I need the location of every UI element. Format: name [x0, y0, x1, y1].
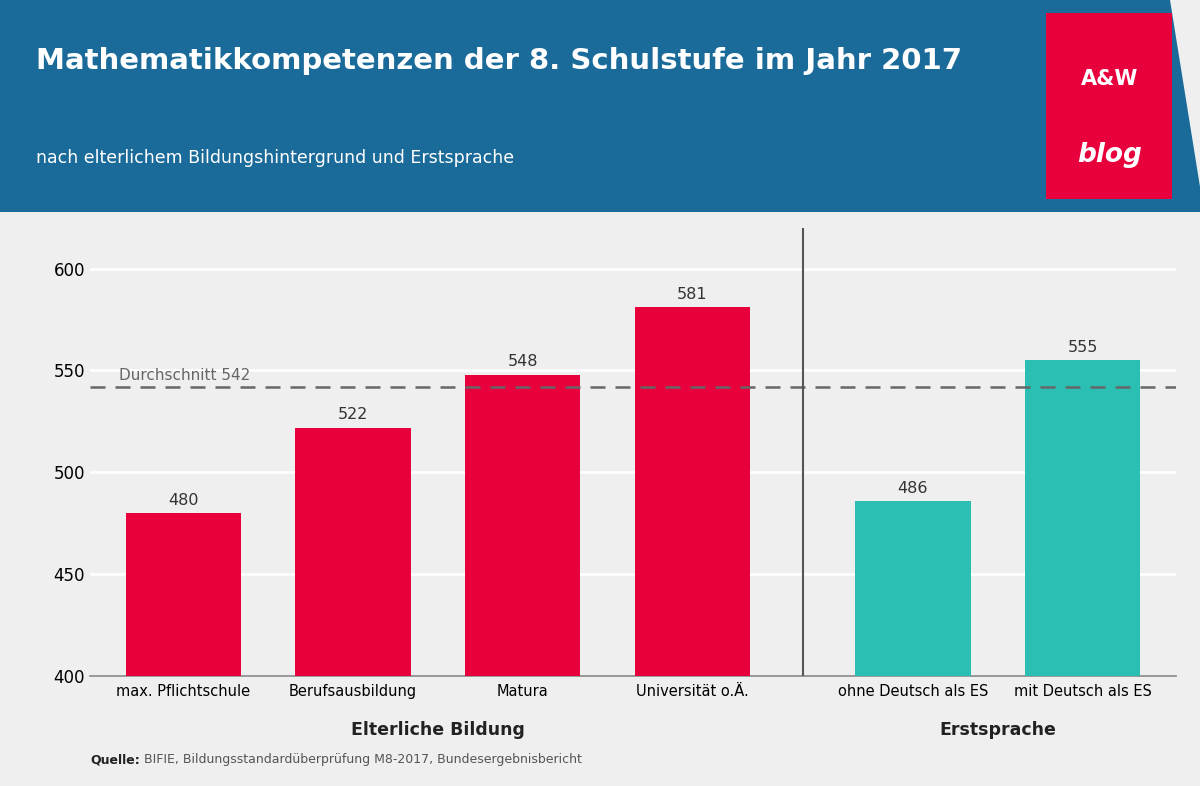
FancyBboxPatch shape: [1046, 13, 1172, 200]
Text: Quelle:: Quelle:: [90, 753, 139, 766]
Text: BIFIE, Bildungsstandardüberprüfung M8-2017, Bundesergebnisbericht: BIFIE, Bildungsstandardüberprüfung M8-20…: [140, 753, 582, 766]
Bar: [635, 307, 750, 676]
Text: Mathematikkompetenzen der 8. Schulstufe im Jahr 2017: Mathematikkompetenzen der 8. Schulstufe …: [36, 46, 962, 75]
Text: Erstsprache: Erstsprache: [940, 721, 1056, 739]
Bar: [856, 501, 971, 676]
Text: 486: 486: [898, 481, 929, 496]
Text: A&W: A&W: [1081, 68, 1138, 89]
Text: Durchschnitt 542: Durchschnitt 542: [119, 368, 250, 383]
Text: nach elterlichem Bildungshintergrund und Erstsprache: nach elterlichem Bildungshintergrund und…: [36, 149, 514, 167]
Text: 522: 522: [338, 407, 368, 422]
Text: 555: 555: [1068, 340, 1098, 355]
Bar: [1025, 360, 1140, 676]
Polygon shape: [0, 0, 1200, 212]
Text: 581: 581: [677, 287, 708, 303]
Bar: [126, 513, 241, 676]
Text: Elterliche Bildung: Elterliche Bildung: [350, 721, 524, 739]
Text: 548: 548: [508, 354, 538, 369]
Bar: [466, 375, 581, 676]
Text: blog: blog: [1076, 142, 1142, 168]
Text: 480: 480: [168, 493, 198, 508]
Bar: [295, 428, 410, 676]
